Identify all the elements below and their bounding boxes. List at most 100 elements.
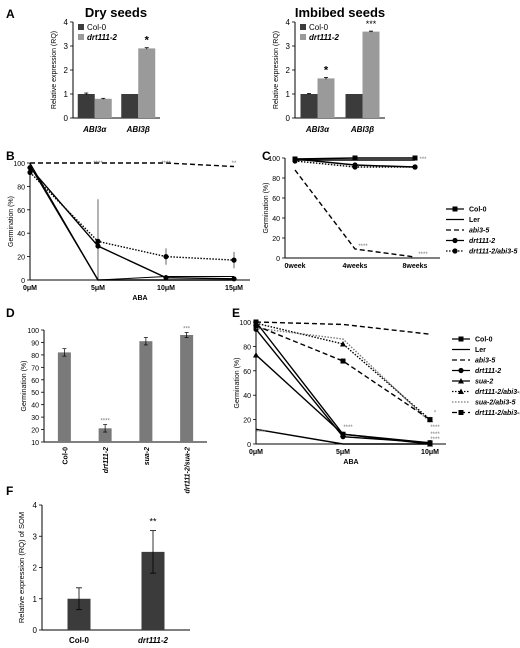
c-x-tick-label: 0week — [284, 263, 305, 270]
chart-e: 0 20 40 60 80 100 Germination (%) 0μM 5μM 10μM ABA… — [234, 319, 520, 466]
d-bar — [180, 334, 194, 442]
e-significance: **** — [430, 437, 440, 443]
e-series-4-marker — [253, 351, 259, 358]
chart-d: 10 20 30 40 50 60 70 80 90 100 Germination (%) Col-… — [21, 326, 207, 493]
e-legend-0-marker — [458, 336, 464, 342]
a1-y-tick-label: 0 — [64, 114, 69, 123]
c-series-0-marker — [412, 155, 418, 161]
a1-significance: * — [145, 35, 150, 47]
c-y-tick-label: 40 — [272, 216, 280, 223]
d-category-label: drt111-2 — [103, 447, 110, 473]
a2-significance: *** — [366, 19, 377, 29]
f-category-label: Col-0 — [69, 636, 90, 645]
a1-y-axis-label: Relative expression (RQ) — [51, 31, 58, 109]
e-legend-label-2: abi3-5 — [475, 358, 495, 365]
c-y-tick-label: 20 — [272, 236, 280, 243]
e-series-line-6 — [255, 327, 431, 423]
d-y-tick-label: 70 — [31, 365, 39, 372]
e-legend-label-4: sua-2 — [475, 379, 493, 386]
d-significance: **** — [100, 419, 110, 425]
f-y-tick-label: 1 — [33, 595, 38, 604]
e-x-axis-label: ABA — [343, 459, 358, 466]
e-y-tick-label: 40 — [243, 393, 251, 400]
c-legend-4-marker — [452, 248, 458, 254]
d-y-tick-label: 10 — [31, 440, 39, 447]
c-series-4-marker — [412, 164, 418, 170]
c-significance: **** — [358, 244, 368, 250]
a2-title: Imbibed seeds — [295, 5, 385, 20]
c-legend-label-1: Ler — [469, 217, 480, 224]
d-y-axis-label: Germination (%) — [21, 361, 28, 412]
e-legend-3-marker — [458, 367, 464, 374]
f-category-label: drt111-2 — [138, 636, 168, 645]
e-legend-label-1: Ler — [475, 347, 486, 354]
e-y-tick-label: 80 — [243, 344, 251, 351]
c-x-tick-label: 4weeks — [343, 263, 368, 270]
c-series-line-2 — [294, 169, 416, 258]
c-series-0-marker — [352, 155, 358, 161]
c-legend-3-marker — [452, 237, 458, 244]
c-significance: *** — [419, 157, 427, 163]
f-y-axis-label: Relative expression (RQ) of SOM — [17, 512, 26, 623]
b-x-tick-label: 0μM — [23, 285, 37, 292]
e-legend-label-0: Col-0 — [475, 337, 493, 344]
f-y-tick-label: 4 — [33, 501, 38, 510]
a2-bar — [362, 31, 380, 119]
e-legend-label-6: sua-2/abi3-5 — [475, 400, 516, 407]
c-series-4-marker — [292, 158, 298, 164]
e-series-line-5 — [255, 322, 431, 421]
d-bar — [139, 341, 153, 442]
chart-c: 0 20 40 60 80 100 Germination (%) 0week 4weeks 8w… — [263, 155, 517, 270]
b-series-line-3 — [29, 171, 235, 261]
b-series-2-marker — [27, 165, 33, 171]
e-legend-label-5: drt111-2/abi3-5 — [475, 389, 520, 396]
a1-y-tick-label: 1 — [64, 90, 69, 99]
e-series-line-1 — [255, 428, 430, 445]
d-y-tick-label: 40 — [31, 403, 39, 410]
a1-legend-label-0: Col-0 — [87, 23, 107, 32]
d-y-tick-label: 60 — [31, 378, 39, 385]
e-series-7-marker — [427, 417, 433, 423]
e-significance: **** — [256, 430, 266, 436]
f-y-tick-label: 2 — [33, 564, 38, 573]
b-series-3-marker — [95, 238, 101, 244]
c-y-tick-label: 0 — [276, 256, 280, 263]
e-series-line-2 — [255, 321, 431, 335]
e-significance: **** — [430, 432, 440, 438]
b-y-tick-label: 0 — [21, 278, 25, 285]
f-bar — [67, 598, 91, 630]
c-legend-label-2: abi3-5 — [469, 228, 489, 235]
b-x-tick-label: 10μM — [157, 285, 175, 292]
a2-y-tick-label: 4 — [286, 18, 291, 27]
a1-category-label: ABI3α — [82, 125, 107, 134]
c-series-4-marker — [352, 164, 358, 170]
a2-bar — [345, 94, 363, 118]
b-significance: **** — [93, 161, 103, 167]
e-legend-5-marker — [458, 388, 464, 394]
d-y-tick-label: 30 — [31, 415, 39, 422]
e-x-tick-label: 10μM — [421, 449, 439, 456]
b-series-3-marker — [27, 169, 33, 175]
c-y-axis-label: Germination (%) — [263, 183, 270, 234]
e-series-line-7 — [255, 325, 431, 421]
d-category-label: Col-0 — [62, 447, 69, 465]
chart-b: 0 20 40 60 80 100 Germination (%) 0μM 5μM 10μM 15μ… — [8, 161, 250, 302]
f-significance: ** — [149, 517, 157, 527]
a1-legend-label-1: drt111-2 — [87, 33, 117, 42]
b-x-tick-label: 15μM — [225, 285, 243, 292]
e-significance: * — [434, 410, 437, 416]
a2-y-axis-label: Relative expression (RQ) — [273, 31, 280, 109]
a2-y-tick-label: 1 — [286, 90, 291, 99]
d-bar — [57, 352, 71, 442]
panel-label-f: F — [6, 484, 13, 498]
d-y-tick-label: 100 — [27, 328, 39, 335]
e-y-axis-label: Germination (%) — [234, 358, 241, 409]
c-legend-label-4: drt111-2/abi3-5 — [469, 249, 517, 256]
chart-a-dry-seeds: Dry seeds 0 1 2 3 4 Relative expression (RQ) Co… — [51, 5, 160, 134]
e-x-tick-label: 0μM — [249, 449, 263, 456]
a2-significance: * — [324, 64, 329, 76]
b-significance: **** — [161, 161, 171, 167]
c-legend-0-marker — [452, 206, 458, 212]
e-series-4-marker — [427, 441, 433, 447]
